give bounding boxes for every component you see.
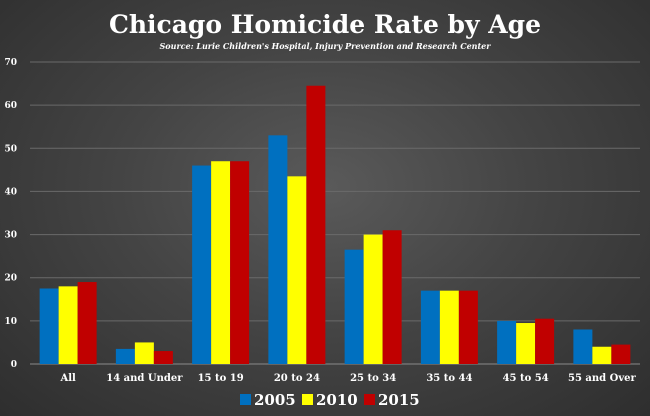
- category-label: All: [59, 373, 76, 384]
- bar-2005-0: [39, 288, 59, 364]
- bar-2010-7: [592, 346, 612, 364]
- bar-2005-3: [268, 135, 288, 364]
- bar-2005-4: [344, 249, 364, 364]
- category-label: 14 and Under: [106, 373, 183, 384]
- bars: [39, 85, 631, 364]
- legend: 2005 2010 2015: [240, 391, 420, 409]
- bar-2010-3: [287, 176, 307, 364]
- bar-2015-2: [230, 161, 250, 364]
- y-tick-label: 0: [11, 360, 17, 370]
- bar-2010-2: [211, 161, 231, 364]
- gridlines: [30, 61, 640, 365]
- category-label: 15 to 19: [198, 373, 244, 384]
- bar-2010-0: [58, 286, 78, 364]
- bar-2005-6: [497, 320, 517, 364]
- bar-2015-6: [535, 318, 555, 364]
- legend-label: 2010: [316, 391, 358, 409]
- category-label: 55 and Over: [568, 373, 637, 384]
- chart-title: Chicago Homicide Rate by Age: [109, 10, 541, 39]
- bar-2015-5: [458, 290, 478, 364]
- bar-2015-0: [77, 282, 97, 364]
- y-tick-label: 30: [4, 231, 17, 241]
- bar-2005-5: [420, 290, 440, 364]
- legend-swatch-2015: [364, 394, 375, 405]
- bar-2015-4: [382, 230, 402, 364]
- bar-2005-7: [573, 329, 593, 364]
- bar-2010-4: [363, 234, 383, 364]
- bar-2010-6: [516, 323, 536, 364]
- bar-2010-1: [134, 342, 154, 364]
- y-axis-ticks: 0 10 20 30 40 50 60 70: [4, 58, 17, 370]
- x-axis-categories: All 14 and Under 15 to 19 20 to 24 25 to 34 3…: [59, 373, 636, 384]
- bar-2005-1: [115, 348, 135, 364]
- category-label: 35 to 44: [426, 373, 472, 384]
- y-tick-label: 70: [4, 58, 17, 68]
- bar-2015-7: [611, 344, 631, 364]
- y-tick-label: 10: [4, 317, 17, 327]
- bar-2005-2: [192, 165, 212, 364]
- chart-subtitle: Source: Lurie Children's Hospital, Injur…: [160, 41, 492, 51]
- y-tick-label: 60: [4, 101, 17, 111]
- legend-label: 2005: [254, 391, 296, 409]
- legend-swatch-2010: [302, 394, 313, 405]
- bar-2010-5: [439, 290, 459, 364]
- bar-2015-1: [153, 351, 173, 364]
- bar-2015-3: [306, 85, 326, 364]
- category-label: 25 to 34: [350, 373, 396, 384]
- legend-swatch-2005: [240, 394, 251, 405]
- category-label: 20 to 24: [274, 373, 320, 384]
- y-tick-label: 50: [4, 144, 17, 154]
- legend-label: 2015: [378, 391, 420, 409]
- category-label: 45 to 54: [503, 373, 549, 384]
- y-tick-label: 40: [4, 187, 17, 197]
- y-tick-label: 20: [4, 274, 17, 284]
